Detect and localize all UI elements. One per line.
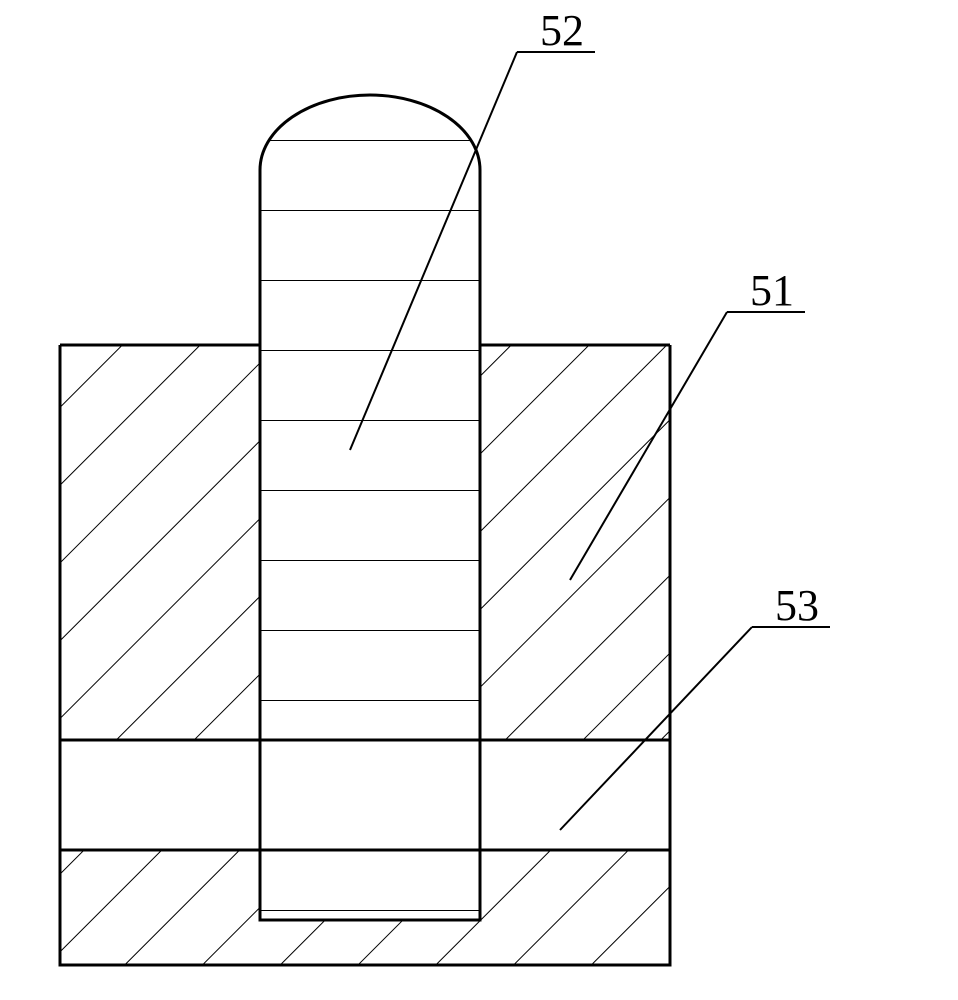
pin-fill xyxy=(60,740,670,850)
l51-label: 51 xyxy=(750,266,794,315)
l52-label: 52 xyxy=(540,6,584,55)
l53-label: 53 xyxy=(775,581,819,630)
